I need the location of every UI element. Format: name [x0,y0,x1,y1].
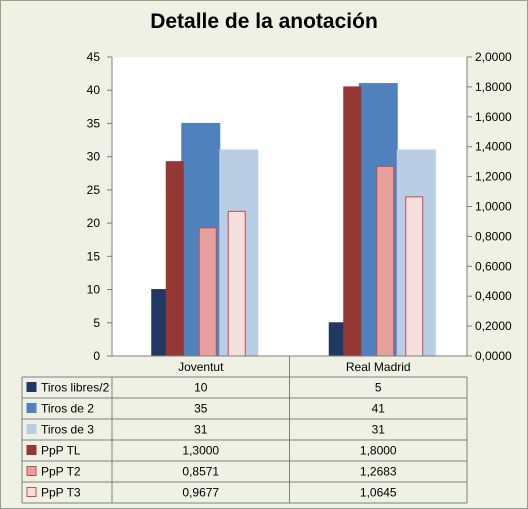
data-table-cell: 1,2683 [360,465,397,479]
data-table-cell: 0,8571 [182,465,219,479]
x-tick-label: Joventut [178,360,224,374]
data-table-cell: 1,8000 [360,444,397,458]
bar-ppp-t3-1 [405,196,424,357]
legend-key-ppp-t2 [26,466,37,476]
y-tick-label-right: 0,2000 [475,319,512,333]
legend-key-ppp-tl [26,445,37,455]
y-tick-label-left: 30 [87,150,101,164]
legend-label: Tiros de 3 [41,423,94,437]
legend-key-tiros-libres-2 [26,382,37,392]
y-tick-label-left: 0 [93,349,100,363]
data-table-cell: 5 [375,381,382,395]
y-tick-label-right: 0,4000 [475,289,512,303]
bar-ppp-t3-0 [227,210,246,357]
y-tick-label-right: 1,8000 [475,80,512,94]
legend-label: PpP T3 [41,486,81,500]
legend-key-ppp-t3 [26,487,37,497]
chart-title: Detalle de la anotación [150,10,378,33]
data-table-cell: 10 [194,381,208,395]
y-tick-label-right: 0,6000 [475,259,512,273]
bar-ppp-t2-0 [198,227,217,357]
y-tick-label-right: 1,6000 [475,110,512,124]
bar-ppp-tl-0 [165,161,184,357]
legend-label: Tiros libres/2 [41,381,110,395]
data-table-cell: 31 [194,423,208,437]
y-tick-label-left: 45 [87,50,101,64]
data-table-cell: 0,9677 [182,486,219,500]
y-tick-label-left: 20 [87,216,101,230]
legend-label: Tiros de 2 [41,402,94,416]
y-tick-label-right: 2,0000 [475,50,512,64]
y-tick-label-left: 25 [87,183,101,197]
y-tick-label-right: 0,0000 [475,349,512,363]
legend-label: PpP T2 [41,465,81,479]
y-tick-label-right: 1,4000 [475,140,512,154]
data-table-cell: 41 [372,402,386,416]
x-tick-label: Real Madrid [346,360,411,374]
data-table-cell: 31 [372,423,386,437]
data-table-cell: 1,3000 [182,444,219,458]
legend-key-tiros-de-2 [26,403,37,413]
data-table-cell: 1,0645 [360,486,397,500]
y-tick-label-left: 35 [87,116,101,130]
y-tick-label-left: 10 [87,283,101,297]
data-table-cell: 35 [194,402,208,416]
y-tick-label-left: 40 [87,83,101,97]
y-tick-label-left: 15 [87,249,101,263]
y-tick-label-right: 1,0000 [475,200,512,214]
bar-ppp-tl-1 [343,86,362,357]
y-tick-label-right: 1,2000 [475,170,512,184]
legend-label: PpP TL [41,444,81,458]
y-tick-label-right: 0,8000 [475,229,512,243]
legend-key-tiros-de-3 [26,424,37,434]
bar-ppp-t2-1 [376,165,395,357]
y-tick-label-left: 5 [93,316,100,330]
